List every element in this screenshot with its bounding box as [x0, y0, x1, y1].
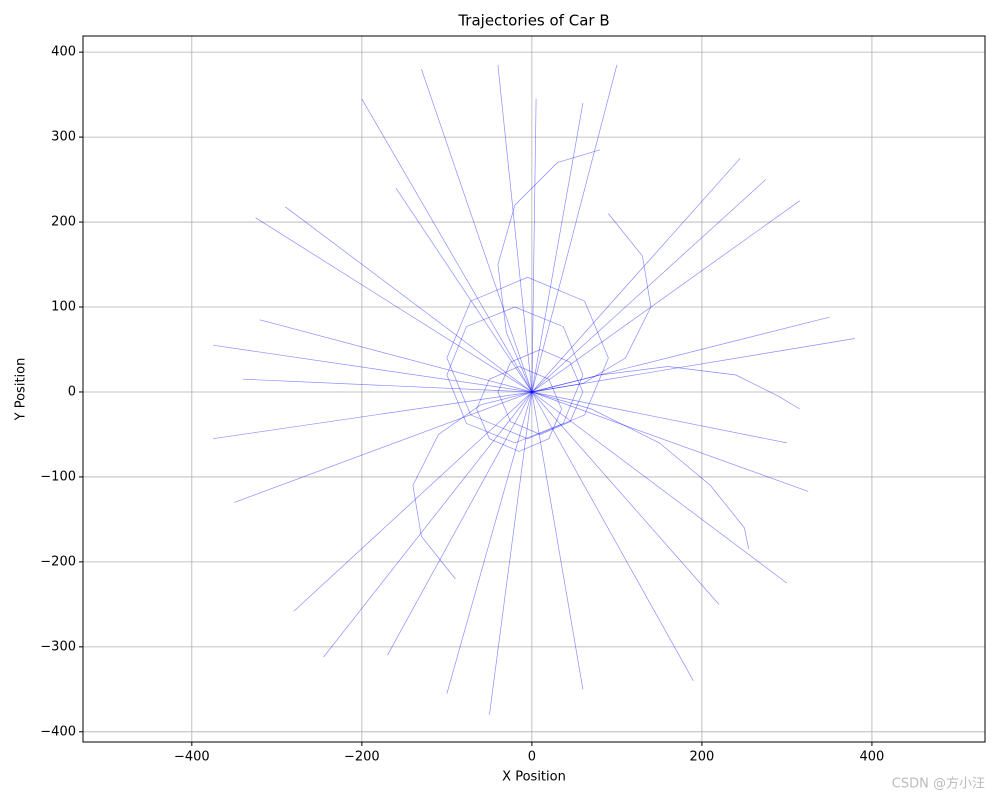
- trajectory: [293, 391, 533, 612]
- y-tick-label: −200: [40, 554, 76, 569]
- y-tick-label: 400: [51, 45, 76, 60]
- trajectory: [531, 366, 800, 410]
- chart-title: Trajectories of Car B: [457, 12, 609, 30]
- trajectory: [531, 391, 750, 550]
- trajectory: [395, 187, 533, 393]
- x-tick-label: 400: [860, 750, 885, 765]
- y-tick-label: 200: [51, 215, 76, 230]
- trajectory: [242, 378, 532, 393]
- trajectory: [531, 179, 766, 393]
- trajectory: [421, 68, 533, 393]
- trajectory: [531, 200, 800, 393]
- y-axis-label: Y Position: [14, 358, 29, 422]
- trajectory: [531, 338, 855, 393]
- trajectory: [476, 366, 562, 452]
- trajectory: [323, 391, 533, 658]
- y-tick-label: 100: [51, 300, 76, 315]
- trajectory: [361, 98, 533, 393]
- trajectory: [531, 213, 652, 393]
- y-tick-label: 300: [51, 130, 76, 145]
- trajectory: [255, 217, 533, 393]
- trajectory: [234, 391, 533, 503]
- plot-frame: [82, 35, 986, 743]
- trajectory: [531, 98, 537, 393]
- trajectory: [446, 306, 584, 444]
- trajectory: [531, 316, 830, 393]
- x-tick-label: 200: [689, 750, 714, 765]
- trajectory: [259, 319, 532, 393]
- y-tick-label: −300: [40, 639, 76, 654]
- y-tick-label: 0: [68, 384, 76, 399]
- trajectory: [531, 64, 618, 393]
- trajectory: [531, 158, 741, 393]
- trajectory: [446, 276, 609, 440]
- trajectory: [531, 391, 584, 690]
- trajectory: [497, 149, 601, 393]
- trajectory: [213, 344, 532, 393]
- trajectory: [446, 391, 533, 694]
- trajectory: [531, 391, 720, 605]
- y-tick-label: −400: [40, 724, 76, 739]
- trajectory: [531, 391, 787, 444]
- trajectory: [497, 349, 584, 435]
- watermark: CSDN @方小汪: [892, 776, 985, 792]
- trajectory: [531, 391, 694, 681]
- x-axis-label: X Position: [502, 770, 566, 785]
- trajectory: [489, 391, 533, 715]
- trajectory: [387, 391, 533, 656]
- trajectory: [285, 206, 533, 393]
- trajectory: [531, 103, 584, 393]
- x-tick-label: 0: [528, 750, 536, 765]
- trajectory: [497, 64, 533, 393]
- x-tick-label: −200: [344, 750, 380, 765]
- trajectory: [412, 391, 532, 580]
- trajectory: [213, 391, 532, 440]
- plot-area: [83, 36, 985, 742]
- x-tick-label: −400: [174, 750, 210, 765]
- y-tick-label: −100: [40, 469, 76, 484]
- trajectory: [531, 391, 809, 492]
- trajectory: [531, 391, 788, 584]
